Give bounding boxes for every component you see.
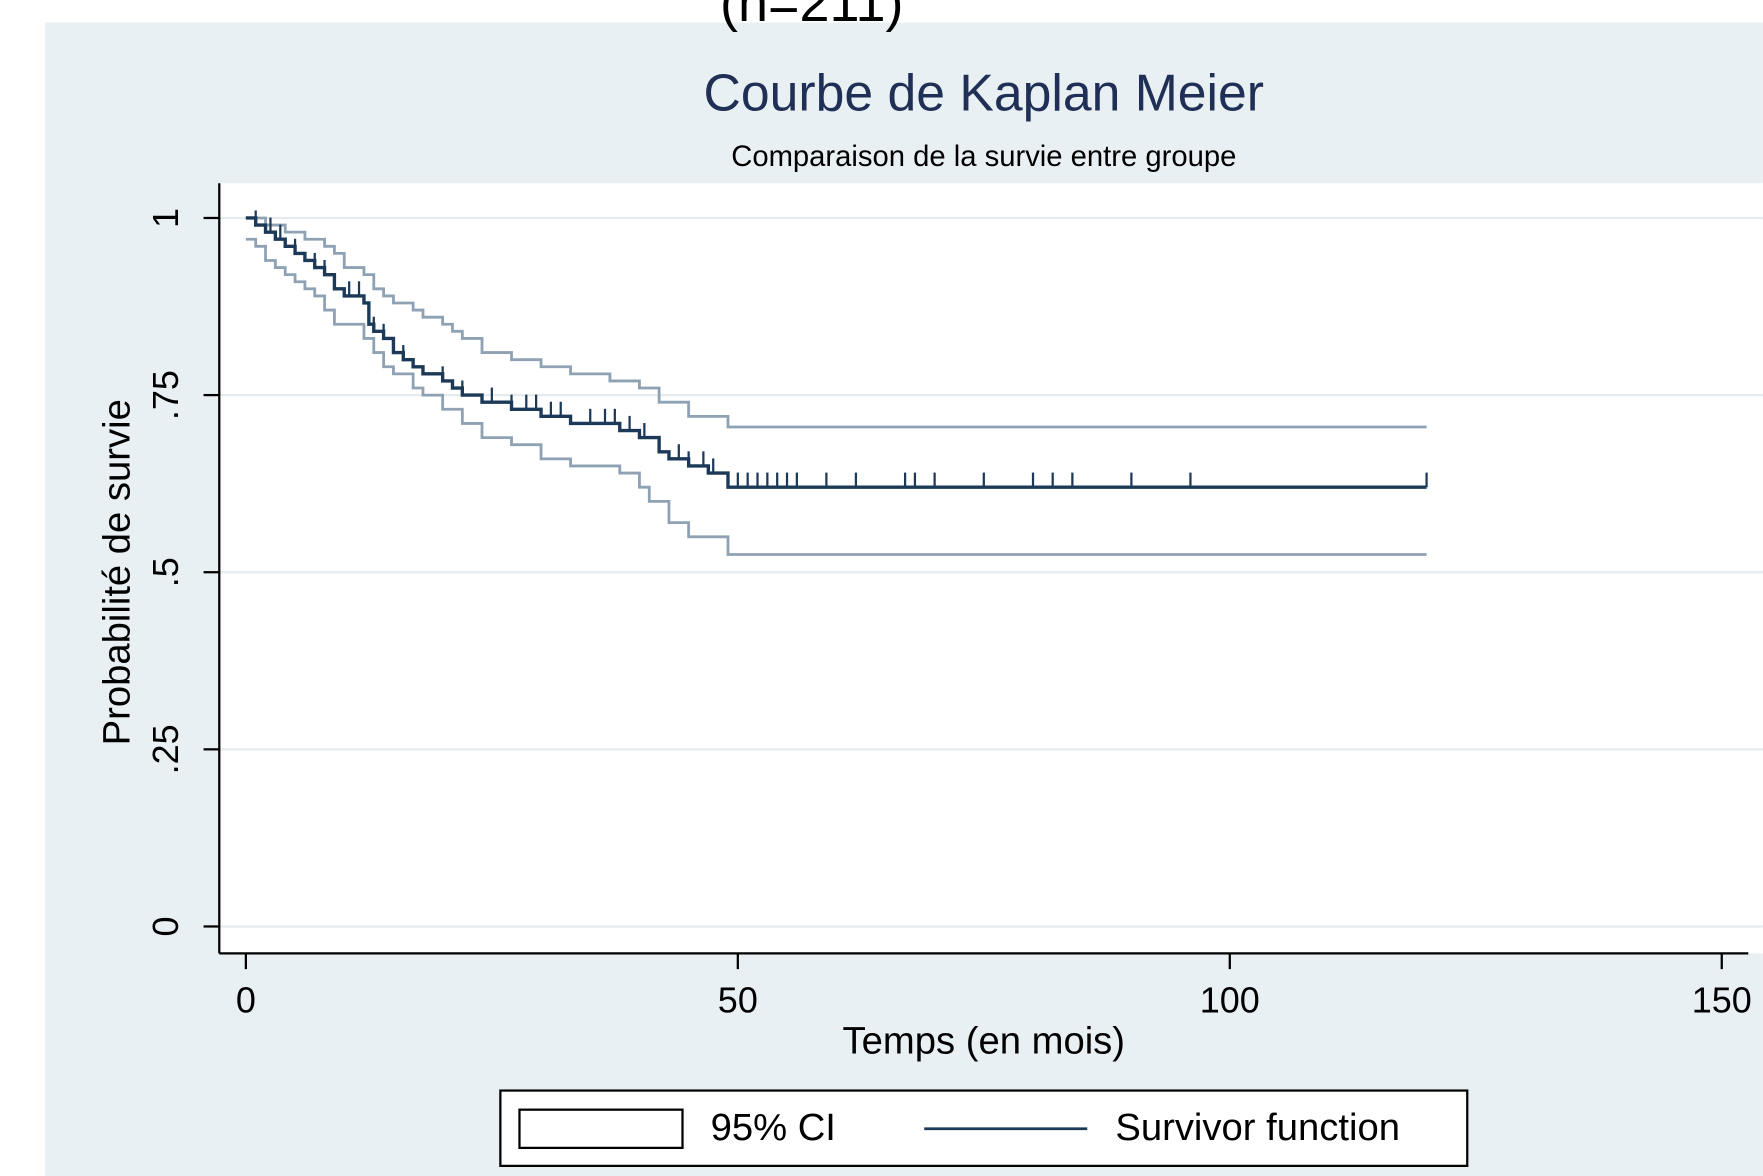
- y-tick-label: .5: [145, 557, 186, 587]
- legend-label: Survivor function: [1115, 1106, 1400, 1149]
- plot-area: [219, 183, 1763, 954]
- series-line: [245, 237, 1427, 556]
- legend-ci-label: 95% CI: [711, 1106, 836, 1149]
- y-tick-label: .75: [145, 370, 186, 420]
- y-tick-label: .25: [145, 724, 186, 774]
- chart-title: Courbe de Kaplan Meier: [704, 63, 1264, 121]
- chart-subtitle: Comparaison de la survie entre groupe: [731, 141, 1236, 173]
- x-tick-label: 50: [718, 979, 758, 1020]
- x-tick-label: 0: [236, 979, 256, 1020]
- y-axis-label: Probabilité de survie: [95, 399, 138, 745]
- x-tick-label: 100: [1200, 979, 1260, 1020]
- legend-ci-swatch: [518, 1108, 684, 1150]
- series-line: [245, 216, 1427, 489]
- heading: (n=211): [720, 0, 903, 33]
- x-tick-label: 150: [1692, 979, 1752, 1020]
- legend: 95% CI Survivor function: [499, 1089, 1469, 1168]
- y-tick-label: 1: [145, 208, 186, 228]
- y-tick-label: 0: [145, 916, 186, 936]
- x-axis-label: Temps (en mois): [843, 1019, 1125, 1062]
- series-line: [245, 216, 1427, 429]
